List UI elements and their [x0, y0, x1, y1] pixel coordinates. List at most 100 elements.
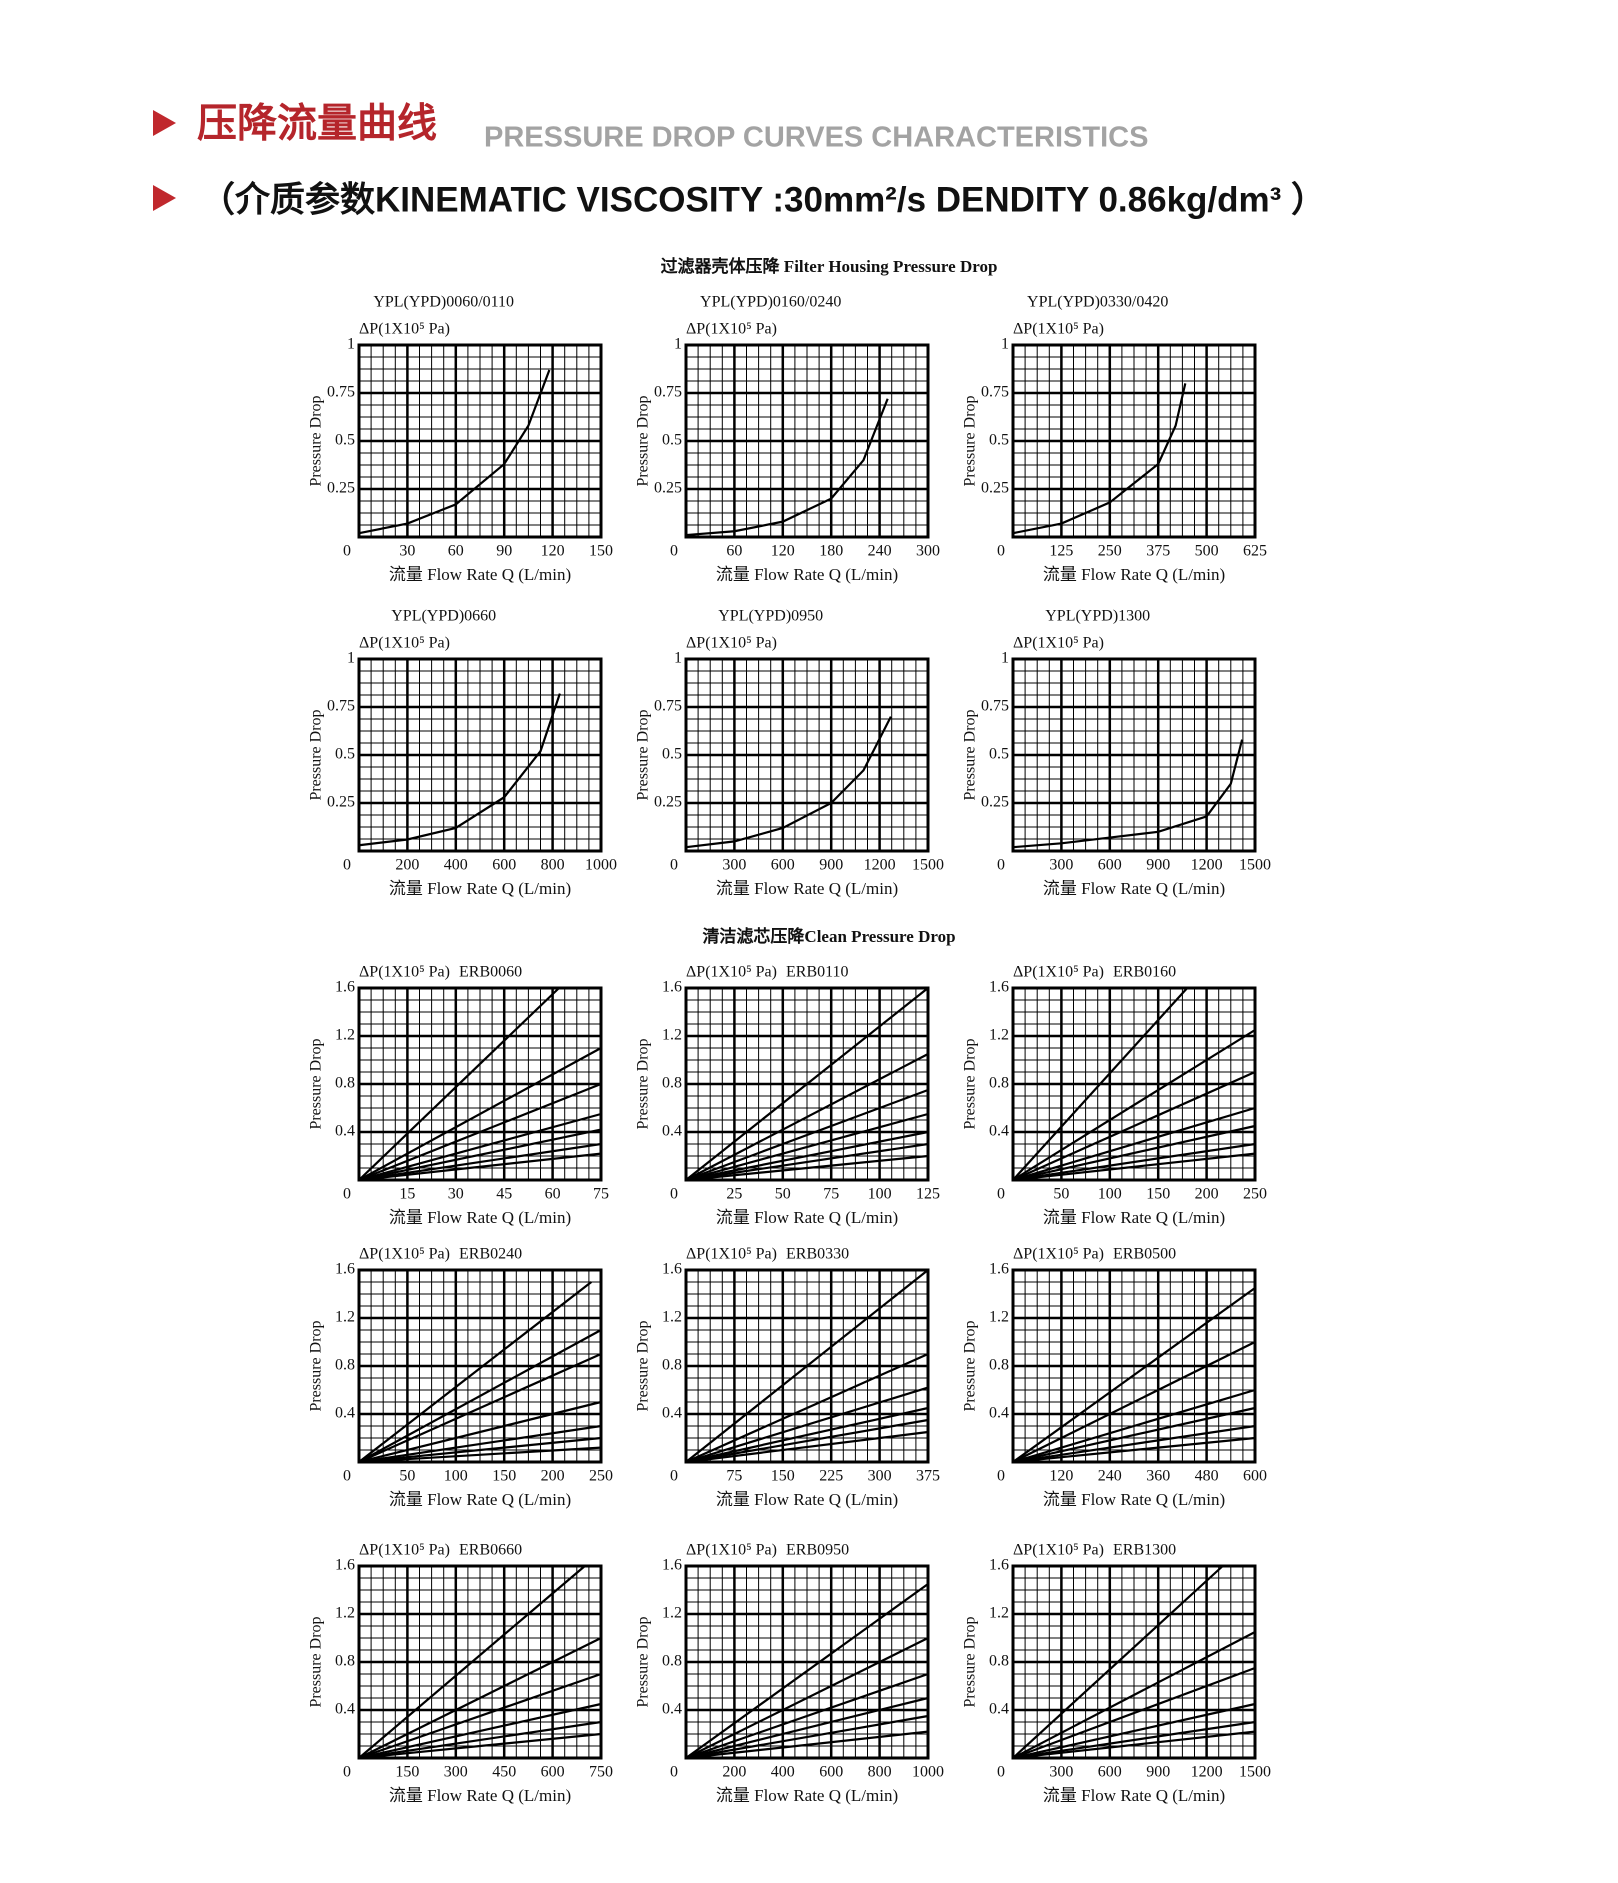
curve	[1012, 1720, 1256, 1760]
x-tick-label: 600	[1098, 857, 1122, 874]
y-tick-label: 0.4	[335, 1701, 355, 1718]
curve	[358, 1436, 602, 1464]
curve	[358, 1112, 602, 1182]
y-tick-label: 1.6	[989, 979, 1009, 996]
y-axis-label: Pressure Drop	[635, 1320, 652, 1411]
curve	[685, 1352, 929, 1464]
curve	[358, 1400, 602, 1464]
chart-title: ERB0160	[1113, 964, 1176, 981]
x-tick-label: 75	[726, 1468, 742, 1485]
chart-title: ERB0060	[459, 964, 522, 981]
x-tick-label: 180	[819, 543, 843, 560]
curve	[1012, 1666, 1256, 1760]
y-unit: ΔP(1X10⁵ Pa)	[686, 635, 777, 652]
x-tick-label: 150	[589, 543, 613, 560]
y-axis-label: Pressure Drop	[962, 1038, 979, 1129]
y-tick-label: 0	[670, 1186, 678, 1203]
curve	[358, 1565, 586, 1759]
curve	[1012, 987, 1189, 1181]
y-unit: ΔP(1X10⁵ Pa)	[1013, 1542, 1104, 1559]
x-axis-label: 流量 Flow Rate Q (L/min)	[716, 1208, 898, 1227]
y-tick-label: 0	[343, 543, 351, 560]
x-axis-label: 流量 Flow Rate Q (L/min)	[716, 1490, 898, 1509]
chart-title: YPL(YPD)0950	[718, 608, 823, 625]
y-unit: ΔP(1X10⁵ Pa)	[1013, 964, 1104, 981]
y-tick-label: 0.8	[335, 1653, 355, 1670]
y-tick-label: 1.6	[335, 1261, 355, 1278]
chart-title: YPL(YPD)1300	[1045, 608, 1150, 625]
y-unit: ΔP(1X10⁵ Pa)	[686, 964, 777, 981]
plot-frame	[684, 343, 930, 539]
x-tick-label: 360	[1146, 1468, 1170, 1485]
curve	[685, 716, 892, 849]
section-title: 清洁滤芯压降Clean Pressure Drop	[702, 926, 955, 946]
y-tick-label: 0.8	[335, 1075, 355, 1092]
x-tick-label: 75	[823, 1186, 839, 1203]
y-tick-label: 0	[997, 1468, 1005, 1485]
y-tick-label: 0.5	[662, 432, 682, 449]
y-tick-label: 0.4	[335, 1123, 355, 1140]
y-tick-label: 0	[343, 1468, 351, 1485]
y-tick-label: 0.4	[989, 1123, 1009, 1140]
curve	[685, 987, 929, 1181]
y-axis-label: Pressure Drop	[308, 395, 325, 486]
curve	[685, 1053, 929, 1181]
chart-title: ERB0660	[459, 1542, 522, 1559]
x-axis-label: 流量 Flow Rate Q (L/min)	[1043, 565, 1225, 584]
y-tick-label: 0.8	[662, 1075, 682, 1092]
y-tick-label: 0.4	[662, 1123, 682, 1140]
y-tick-label: 0.8	[989, 1075, 1009, 1092]
curve	[685, 1730, 929, 1760]
y-tick-label: 0	[670, 543, 678, 560]
y-tick-label: 1.6	[989, 1261, 1009, 1278]
plot-frame	[1011, 1564, 1257, 1760]
curve	[358, 693, 561, 847]
x-tick-label: 375	[916, 1468, 940, 1485]
y-tick-label: 0.8	[989, 1357, 1009, 1374]
chart-title: ERB0500	[1113, 1246, 1176, 1263]
x-tick-label: 120	[1049, 1468, 1073, 1485]
curve	[685, 1714, 929, 1760]
x-tick-label: 480	[1195, 1468, 1219, 1485]
title-cn: 压降流量曲线	[197, 102, 437, 146]
plot-frame	[684, 1268, 930, 1464]
y-unit: ΔP(1X10⁵ Pa)	[1013, 1246, 1104, 1263]
y-tick-label: 0.25	[327, 480, 355, 497]
chart-title: ERB0950	[786, 1542, 849, 1559]
y-tick-label: 1	[347, 336, 355, 353]
x-tick-label: 45	[496, 1186, 512, 1203]
y-tick-label: 0.25	[981, 480, 1009, 497]
y-tick-label: 1.2	[662, 1309, 682, 1326]
x-tick-label: 240	[868, 543, 892, 560]
bullet	[153, 110, 176, 136]
curve	[1012, 1142, 1256, 1182]
x-tick-label: 15	[399, 1186, 415, 1203]
y-tick-label: 1.6	[335, 1557, 355, 1574]
x-tick-label: 60	[545, 1186, 561, 1203]
y-tick-label: 0.4	[662, 1405, 682, 1422]
y-tick-label: 1.6	[662, 1557, 682, 1574]
y-tick-label: 0	[670, 857, 678, 874]
y-tick-label: 0	[997, 1186, 1005, 1203]
plot-frame	[1011, 657, 1257, 853]
x-tick-label: 1200	[1191, 857, 1223, 874]
curve	[1012, 1124, 1256, 1182]
curve	[1012, 1565, 1224, 1759]
curve	[358, 1082, 602, 1182]
x-tick-label: 30	[448, 1186, 464, 1203]
title-en: PRESSURE DROP CURVES CHARACTERISTICS	[484, 122, 1148, 154]
y-tick-label: 1.2	[989, 1309, 1009, 1326]
chart-title: ERB0330	[786, 1246, 849, 1263]
y-unit: ΔP(1X10⁵ Pa)	[359, 1246, 450, 1263]
x-tick-label: 60	[726, 543, 742, 560]
curve	[358, 1142, 602, 1182]
y-tick-label: 1.2	[335, 1605, 355, 1622]
y-unit: ΔP(1X10⁵ Pa)	[686, 1246, 777, 1263]
x-tick-label: 150	[492, 1468, 516, 1485]
curve	[358, 369, 551, 535]
x-tick-label: 120	[771, 543, 795, 560]
y-tick-label: 0	[343, 1764, 351, 1781]
y-unit: ΔP(1X10⁵ Pa)	[1013, 321, 1104, 338]
y-axis-label: Pressure Drop	[962, 1616, 979, 1707]
